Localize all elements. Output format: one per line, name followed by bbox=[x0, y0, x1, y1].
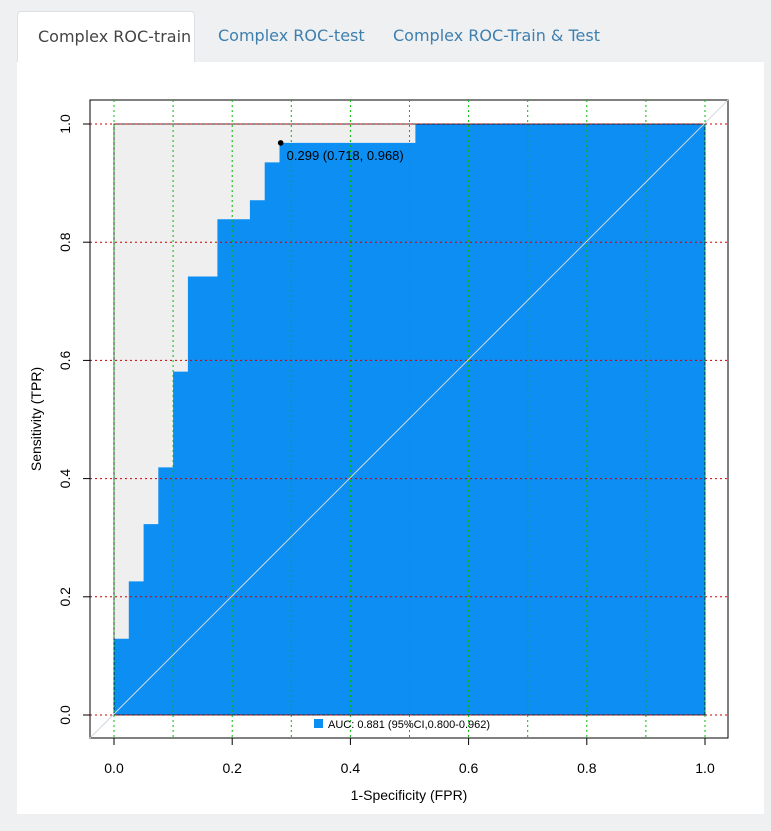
y-tick-label: 0.2 bbox=[57, 587, 73, 607]
tab-complex-roc-test[interactable]: Complex ROC-test bbox=[218, 26, 365, 45]
best-threshold-point bbox=[277, 140, 284, 146]
roc-auc-area bbox=[114, 124, 705, 715]
tab-complex-roc-train-test[interactable]: Complex ROC-Train & Test bbox=[393, 26, 600, 45]
x-tick-label: 0.6 bbox=[459, 760, 479, 776]
y-tick-label: 0.0 bbox=[57, 705, 73, 725]
x-tick-label: 0.4 bbox=[341, 760, 361, 776]
y-tick-label: 0.4 bbox=[57, 469, 73, 489]
legend-label: AUC: 0.881 (95%CI,0.800-0.962) bbox=[328, 719, 490, 731]
tab-complex-roc-train[interactable]: Complex ROC-train bbox=[17, 11, 195, 62]
y-tick-label: 0.6 bbox=[57, 350, 73, 370]
x-axis-title: 1-Specificity (FPR) bbox=[351, 787, 468, 803]
y-tick-label: 1.0 bbox=[57, 114, 73, 134]
y-axis-title: Sensitivity (TPR) bbox=[28, 367, 44, 471]
x-tick-label: 0.8 bbox=[577, 760, 597, 776]
y-tick-label: 0.8 bbox=[57, 232, 73, 252]
best-threshold-label: 0.299 (0.718, 0.968) bbox=[287, 148, 404, 163]
x-tick-label: 0.0 bbox=[104, 760, 124, 776]
legend-swatch bbox=[314, 719, 323, 728]
diagonal-reference-line bbox=[89, 99, 729, 739]
x-tick-label: 1.0 bbox=[695, 760, 715, 776]
tab-bar: Complex ROC-train Complex ROC-test Compl… bbox=[0, 0, 771, 62]
x-tick-label: 0.2 bbox=[222, 760, 242, 776]
